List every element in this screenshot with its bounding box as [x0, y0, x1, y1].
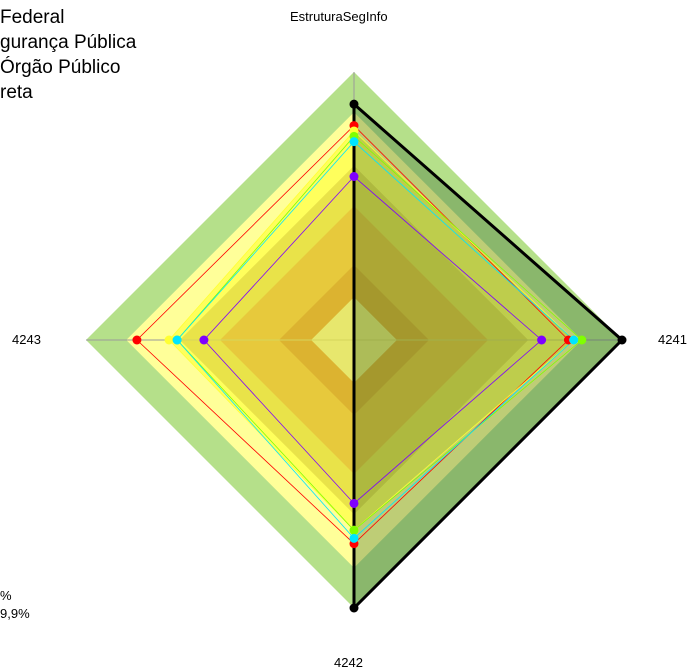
bottom-left-line-2: 9,9% [0, 606, 30, 621]
axis-label-bottom: 4242 [334, 655, 363, 670]
legend-line-4: reta [0, 82, 33, 103]
series-3-point-3 [172, 335, 182, 345]
series-2-point-2 [349, 525, 359, 535]
axis-label-right: 4241 [658, 332, 687, 347]
series-1-point-3 [164, 335, 174, 345]
series-5-fill [354, 104, 622, 608]
series-5-point-1 [617, 335, 627, 345]
axis-label-top: EstruturaSegInfo [290, 9, 388, 24]
series-3-point-2 [349, 533, 359, 543]
series-4-point-2 [349, 498, 359, 508]
series-4-point-3 [199, 335, 209, 345]
legend-line-2: gurança Pública [0, 32, 137, 53]
series-3-point-0 [349, 137, 359, 147]
series-4-point-1 [537, 335, 547, 345]
bottom-left-line-1: % [0, 588, 12, 603]
legend-line-1: Federal [0, 7, 65, 28]
series-3-point-1 [569, 335, 579, 345]
series-5-point-0 [349, 99, 359, 109]
series-2-point-1 [577, 335, 587, 345]
series-1-fill [169, 130, 574, 531]
axis-label-left: 4243 [12, 332, 41, 347]
series-0-point-3 [132, 335, 142, 345]
legend-line-3: Órgão Público [0, 57, 121, 78]
series-5-point-2 [349, 603, 359, 613]
series-4-point-0 [349, 172, 359, 182]
